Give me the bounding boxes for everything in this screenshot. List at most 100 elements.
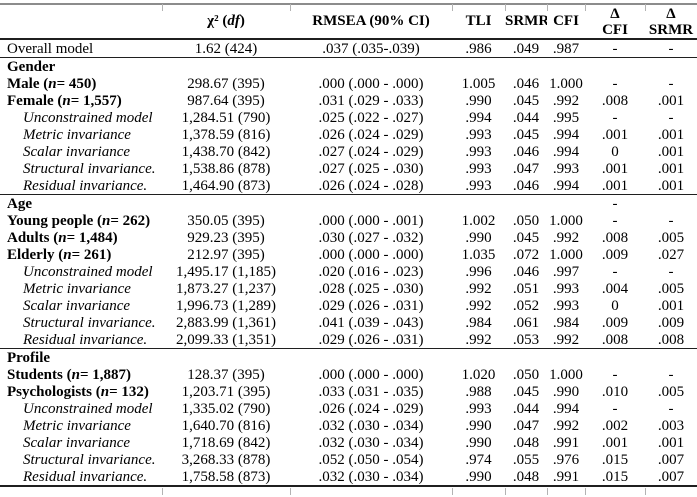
table-row: Unconstrained model 1,495.17 (1,185) .020 …	[0, 263, 697, 280]
cell-delta-cfi: -	[612, 75, 618, 92]
cell-rmsea	[290, 57, 452, 75]
cell-tli: .993	[465, 177, 492, 194]
cell-tli: 1.035	[461, 246, 496, 263]
cell-cfi: .992	[552, 92, 580, 109]
column-tick	[162, 4, 163, 11]
table-row: Unconstrained model 1,284.51 (790) .025 (.…	[0, 109, 697, 126]
cell-chi-squared: 1,203.71 (395)	[181, 383, 271, 400]
cell-chi-squared: 298.67 (395)	[187, 75, 265, 92]
cell-cfi: .993	[552, 297, 580, 314]
table-row: Profile	[0, 348, 697, 366]
cell-rmsea: .032 (.030 - .034)	[318, 468, 424, 485]
cell-delta-cfi	[585, 348, 645, 366]
column-tick	[505, 4, 506, 11]
cell-delta-cfi: .008	[601, 229, 629, 246]
cell-srmr: .051	[512, 280, 540, 297]
cell-rmsea	[290, 348, 452, 366]
cell-delta-srmr: .008	[657, 331, 685, 348]
cell-srmr: .072	[512, 246, 540, 263]
cell-delta-srmr: .007	[657, 468, 685, 485]
cell-delta-cfi: .001	[601, 126, 629, 143]
cell-tli: 1.020	[461, 366, 496, 383]
col-header-cfi: CFI	[547, 4, 585, 40]
cell-delta-srmr: .001	[657, 160, 685, 177]
cell-rmsea: .000 (.000 - .000)	[318, 75, 424, 92]
cell-rmsea: .032 (.030 - .034)	[318, 434, 424, 451]
column-tick	[585, 4, 586, 11]
row-label: Adults (n= 1,484)	[7, 229, 118, 246]
cell-srmr: .045	[512, 126, 540, 143]
cell-tli	[452, 57, 505, 75]
cell-delta-srmr: .001	[657, 92, 685, 109]
cell-cfi: .987	[552, 40, 580, 57]
cell-delta-cfi: -	[612, 400, 618, 417]
column-tick	[547, 4, 548, 11]
delta-symbol: Δ	[610, 5, 620, 22]
cell-rmsea: .026 (.024 - .029)	[318, 400, 424, 417]
cell-tli: .988	[465, 383, 492, 400]
cell-rmsea: .028 (.025 - .030)	[318, 280, 424, 297]
col-header-delta-cfi: Δ CFI	[585, 4, 645, 40]
chi-label-pre: χ² (	[207, 13, 228, 29]
row-label: Scalar invariance	[23, 297, 131, 314]
col-header-delta-srmr: Δ SRMR	[645, 4, 697, 40]
col-header-srmr: SRMR	[505, 4, 547, 40]
cell-tli: .993	[465, 143, 492, 160]
model-fit-indices-table: χ² (df) RMSEA (90% CI) TLI SRMR CFI Δ CFI…	[0, 3, 697, 487]
cell-tli: .990	[465, 468, 492, 485]
cell-rmsea: .000 (.000 - .000)	[318, 246, 424, 263]
cell-delta-srmr: -	[668, 40, 674, 57]
cell-rmsea: .030 (.027 - .032)	[318, 229, 424, 246]
row-label: Female (n= 1,557)	[7, 92, 122, 109]
cell-srmr: .044	[512, 400, 540, 417]
cell-delta-srmr: -	[668, 212, 674, 229]
cell-srmr: .046	[512, 263, 540, 280]
cell-srmr: .050	[512, 366, 540, 383]
cell-tli: .993	[465, 400, 492, 417]
cell-tli: .990	[465, 92, 492, 109]
table-row: Male (n= 450) 298.67 (395) .000 (.000 - .0…	[0, 75, 697, 92]
cell-rmsea: .025 (.022 - .027)	[318, 109, 424, 126]
table-row: Structural invariance. 2,883.99 (1,361) .0…	[0, 314, 697, 331]
cell-chi-squared: 929.23 (395)	[187, 229, 265, 246]
cell-rmsea: .027 (.025 - .030)	[318, 160, 424, 177]
cell-chi-squared: 1,335.02 (790)	[181, 400, 271, 417]
chi-label-df: df	[227, 13, 240, 29]
cell-delta-cfi: .015	[601, 451, 629, 468]
table-row: Metric invariance 1,378.59 (816) .026 (.02…	[0, 126, 697, 143]
cell-cfi: .984	[552, 314, 580, 331]
cell-tli: 1.005	[461, 75, 496, 92]
col-header-rmsea: RMSEA (90% CI)	[290, 4, 452, 40]
cell-srmr: .044	[512, 109, 540, 126]
cell-delta-cfi: 0	[611, 297, 619, 314]
cell-rmsea: .027 (.024 - .029)	[318, 143, 424, 160]
cell-delta-cfi: -	[612, 366, 618, 383]
col-header-chi-squared: χ² (df)	[162, 4, 290, 40]
cell-rmsea: .020 (.016 - .023)	[318, 263, 424, 280]
table-row: Elderly (n= 261) 212.97 (395) .000 (.000 -…	[0, 246, 697, 263]
cell-srmr: .047	[512, 160, 540, 177]
cell-delta-srmr: .001	[657, 297, 685, 314]
cell-srmr: .045	[512, 229, 540, 246]
table-row: Female (n= 1,557) 987.64 (395) .031 (.029 …	[0, 92, 697, 109]
cell-tli: .974	[465, 451, 492, 468]
table-row: Unconstrained model 1,335.02 (790) .026 (.…	[0, 400, 697, 417]
cell-tli: .992	[465, 280, 492, 297]
cell-rmsea: .029 (.026 - .031)	[318, 297, 424, 314]
cell-chi-squared: 1,758.58 (873)	[181, 468, 271, 485]
cell-tli: .990	[465, 229, 492, 246]
cell-delta-cfi: .004	[601, 280, 629, 297]
column-tick	[505, 488, 506, 495]
cell-chi-squared: 1,284.51 (790)	[181, 109, 271, 126]
cell-rmsea: .000 (.000 - .001)	[318, 212, 424, 229]
cell-delta-cfi: -	[612, 263, 618, 280]
cell-cfi: .994	[552, 177, 580, 194]
cell-rmsea: .026 (.024 - .028)	[318, 177, 424, 194]
cell-chi-squared: 1,996.73 (1,289)	[176, 297, 276, 314]
cell-cfi	[547, 57, 585, 75]
cell-delta-srmr: .005	[657, 280, 685, 297]
cell-rmsea: .026 (.024 - .029)	[318, 126, 424, 143]
cell-cfi: 1.000	[549, 75, 583, 92]
cell-cfi	[547, 348, 585, 366]
